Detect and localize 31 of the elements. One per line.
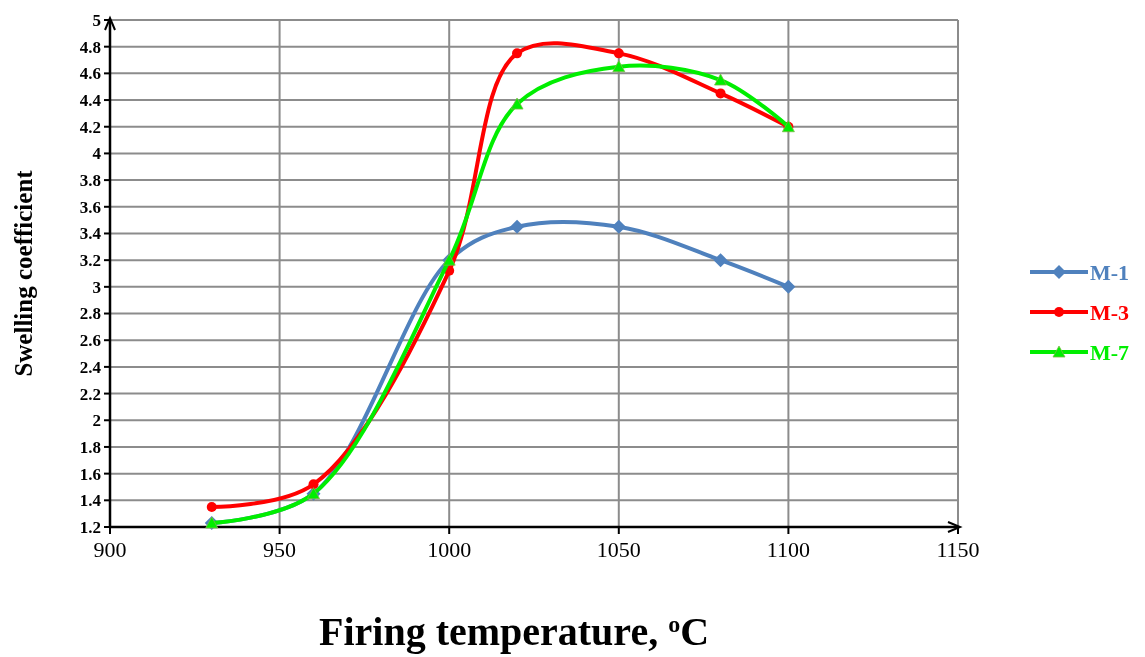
y-tick-label: 3 [92, 277, 101, 297]
y-tick-label: 4.4 [79, 91, 102, 110]
x-tick-label: 900 [93, 537, 127, 562]
x-tick-label: 1100 [766, 537, 810, 562]
y-tick-label: 1.6 [79, 464, 101, 484]
y-tick-label: 1.2 [79, 517, 101, 537]
x-tick-label: 1150 [936, 537, 980, 562]
x-tick-label: 950 [263, 537, 297, 562]
y-tick-label: 1.4 [79, 491, 102, 511]
x-axis-title: Firing temperature, $^{o}$C [318, 609, 710, 654]
y-tick-label: 2.4 [79, 357, 102, 377]
y-tick-label: 4.6 [79, 64, 101, 84]
y-tick-label: 2.2 [79, 384, 101, 404]
legend-label: M-3 [1090, 299, 1130, 325]
y-tick-label: 3.2 [79, 251, 101, 271]
y-tick-label: 2 [92, 411, 101, 431]
y-tick-label: 3.8 [79, 171, 101, 191]
legend-label: M-1 [1090, 259, 1130, 285]
y-tick-label: 2.6 [79, 331, 101, 351]
y-tick-label: 4.8 [79, 37, 101, 57]
legend-label: M-7 [1090, 339, 1130, 365]
y-tick-label: 3.4 [79, 224, 102, 244]
x-tick-label: 1050 [596, 537, 641, 562]
x-tick-label: 1000 [427, 537, 472, 562]
y-tick-label: 4.2 [79, 117, 101, 137]
y-tick-label: 3.6 [79, 197, 101, 217]
y-axis-title: Swelling coefficient [10, 169, 37, 377]
y-tick-label: 4 [92, 144, 102, 164]
y-tick-label: 5 [92, 10, 101, 30]
y-tick-label: 1.8 [79, 437, 101, 457]
y-tick-label: 2.8 [79, 304, 101, 324]
